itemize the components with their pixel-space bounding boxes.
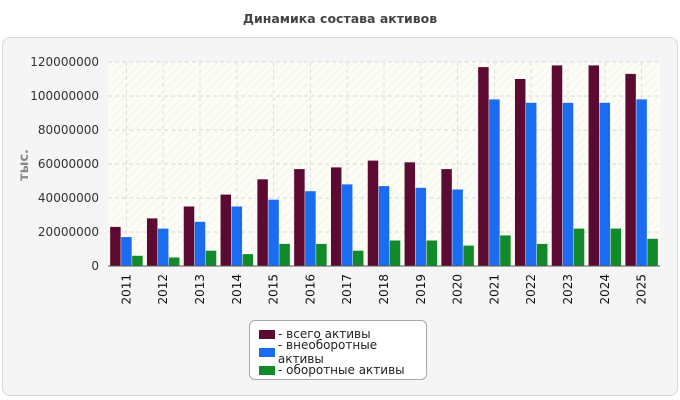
legend-swatch-noncurrent bbox=[259, 347, 275, 357]
x-tick-label: 2014 bbox=[230, 274, 244, 305]
bar-total-2015 bbox=[257, 179, 268, 266]
bar-noncurrent-2013 bbox=[194, 221, 206, 266]
y-tick-labels: 0 20000000 40000000 60000000 80000000 1000000… bbox=[30, 55, 99, 273]
y-tick-label: 100000000 bbox=[30, 89, 99, 103]
bar-current-2013 bbox=[205, 250, 217, 266]
bar-noncurrent-2018 bbox=[378, 186, 390, 266]
legend-label-noncurrent: - внеоборотные активы bbox=[277, 338, 378, 366]
bar-noncurrent-2022 bbox=[525, 102, 537, 266]
x-tick-label: 2024 bbox=[598, 274, 612, 305]
bar-total-2021 bbox=[478, 67, 489, 266]
y-tick-label: 20000000 bbox=[38, 225, 99, 239]
x-tick-label: 2012 bbox=[156, 274, 170, 305]
bar-total-2011 bbox=[110, 226, 121, 266]
y-tick-label: 120000000 bbox=[30, 55, 99, 69]
bar-noncurrent-2016 bbox=[305, 191, 316, 266]
bar-total-2023 bbox=[551, 65, 563, 267]
bar-noncurrent-2014 bbox=[231, 206, 243, 266]
bar-total-2017 bbox=[330, 167, 342, 266]
legend: - всего активы - внеоборотные активы - о… bbox=[249, 320, 427, 380]
x-tick-label: 2023 bbox=[561, 274, 575, 305]
bar-total-2016 bbox=[294, 169, 305, 266]
legend-item-current: - оборотные активы bbox=[259, 361, 426, 379]
bar-total-2013 bbox=[183, 206, 195, 266]
bar-current-2011 bbox=[132, 255, 143, 266]
x-tick-labels: 2011 2012 2013 2014 2015 2016 2017 2018 2019 2020… bbox=[119, 274, 648, 305]
x-tick-label: 2017 bbox=[340, 274, 354, 305]
bar-total-2018 bbox=[367, 160, 379, 266]
x-tick-label: 2021 bbox=[487, 274, 501, 305]
bars bbox=[110, 65, 658, 267]
x-tick-label: 2016 bbox=[303, 274, 317, 305]
legend-label-current: - оборотные активы bbox=[278, 363, 405, 377]
x-tick-label: 2019 bbox=[414, 274, 428, 305]
bar-current-2025 bbox=[647, 238, 658, 266]
x-tick-label: 2022 bbox=[524, 274, 538, 305]
bar-noncurrent-2025 bbox=[636, 99, 647, 267]
bar-noncurrent-2011 bbox=[121, 237, 132, 266]
bar-current-2020 bbox=[463, 245, 474, 266]
bar-total-2012 bbox=[146, 218, 158, 266]
bar-current-2018 bbox=[389, 240, 401, 266]
bar-current-2021 bbox=[500, 235, 511, 266]
x-tick-label: 2011 bbox=[119, 274, 133, 305]
bar-noncurrent-2021 bbox=[489, 99, 500, 267]
y-tick-label: 0 bbox=[91, 259, 99, 273]
legend-swatch-total bbox=[259, 329, 275, 339]
bar-noncurrent-2023 bbox=[562, 102, 574, 266]
x-tick-label: 2025 bbox=[635, 274, 649, 305]
bar-noncurrent-2019 bbox=[415, 187, 427, 266]
bar-noncurrent-2012 bbox=[157, 228, 169, 266]
legend-swatch-current bbox=[259, 365, 275, 375]
bar-total-2014 bbox=[220, 194, 232, 266]
chart-title: Динамика состава активов bbox=[242, 11, 438, 26]
bar-noncurrent-2024 bbox=[599, 102, 611, 266]
y-tick-label: 60000000 bbox=[38, 157, 99, 171]
y-axis-title: тыс. bbox=[17, 149, 32, 181]
bar-current-2019 bbox=[426, 240, 438, 266]
bar-noncurrent-2015 bbox=[268, 199, 279, 266]
bar-current-2016 bbox=[316, 243, 327, 266]
bar-current-2022 bbox=[536, 243, 548, 266]
legend-item-total: - всего активы bbox=[259, 325, 426, 343]
bar-current-2015 bbox=[279, 243, 290, 266]
bar-current-2012 bbox=[168, 257, 180, 266]
x-tick-label: 2018 bbox=[377, 274, 391, 305]
bar-total-2025 bbox=[625, 73, 636, 267]
bar-noncurrent-2017 bbox=[341, 184, 353, 266]
bar-current-2014 bbox=[242, 254, 254, 266]
bar-total-2020 bbox=[441, 169, 452, 266]
y-tick-label: 40000000 bbox=[38, 191, 99, 205]
bar-total-2022 bbox=[514, 79, 526, 266]
bar-total-2019 bbox=[404, 162, 416, 266]
bar-current-2024 bbox=[610, 228, 622, 266]
legend-label-total: - всего активы bbox=[278, 327, 371, 341]
bar-noncurrent-2020 bbox=[452, 189, 463, 266]
x-tick-label: 2013 bbox=[193, 274, 207, 305]
bar-total-2024 bbox=[588, 65, 600, 267]
bar-current-2017 bbox=[352, 250, 364, 266]
bar-current-2023 bbox=[573, 228, 585, 266]
y-tick-label: 80000000 bbox=[38, 123, 99, 137]
x-tick-label: 2015 bbox=[267, 274, 281, 305]
x-tick-label: 2020 bbox=[451, 274, 465, 305]
legend-item-noncurrent: - внеоборотные активы bbox=[259, 338, 426, 366]
